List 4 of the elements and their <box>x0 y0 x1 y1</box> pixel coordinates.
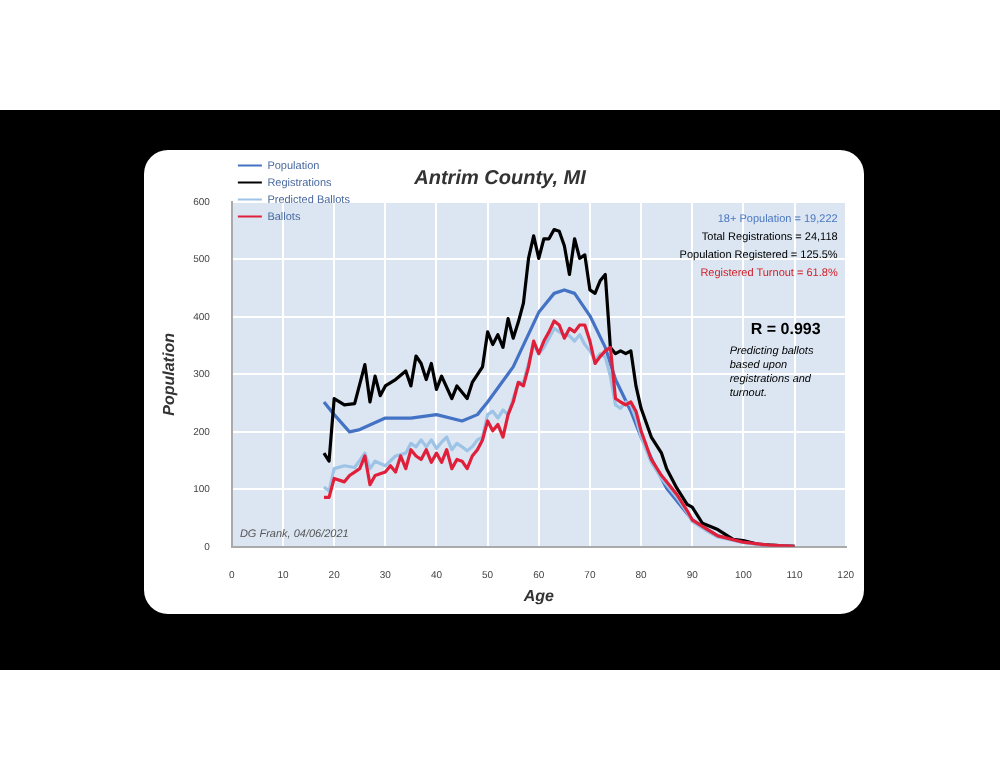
y-axis-title: Population <box>160 332 179 416</box>
chart-title: Antrim County, MI <box>412 167 587 190</box>
x-axis-title: Age <box>521 586 555 605</box>
annotation: R = 0.993 <box>750 320 822 338</box>
